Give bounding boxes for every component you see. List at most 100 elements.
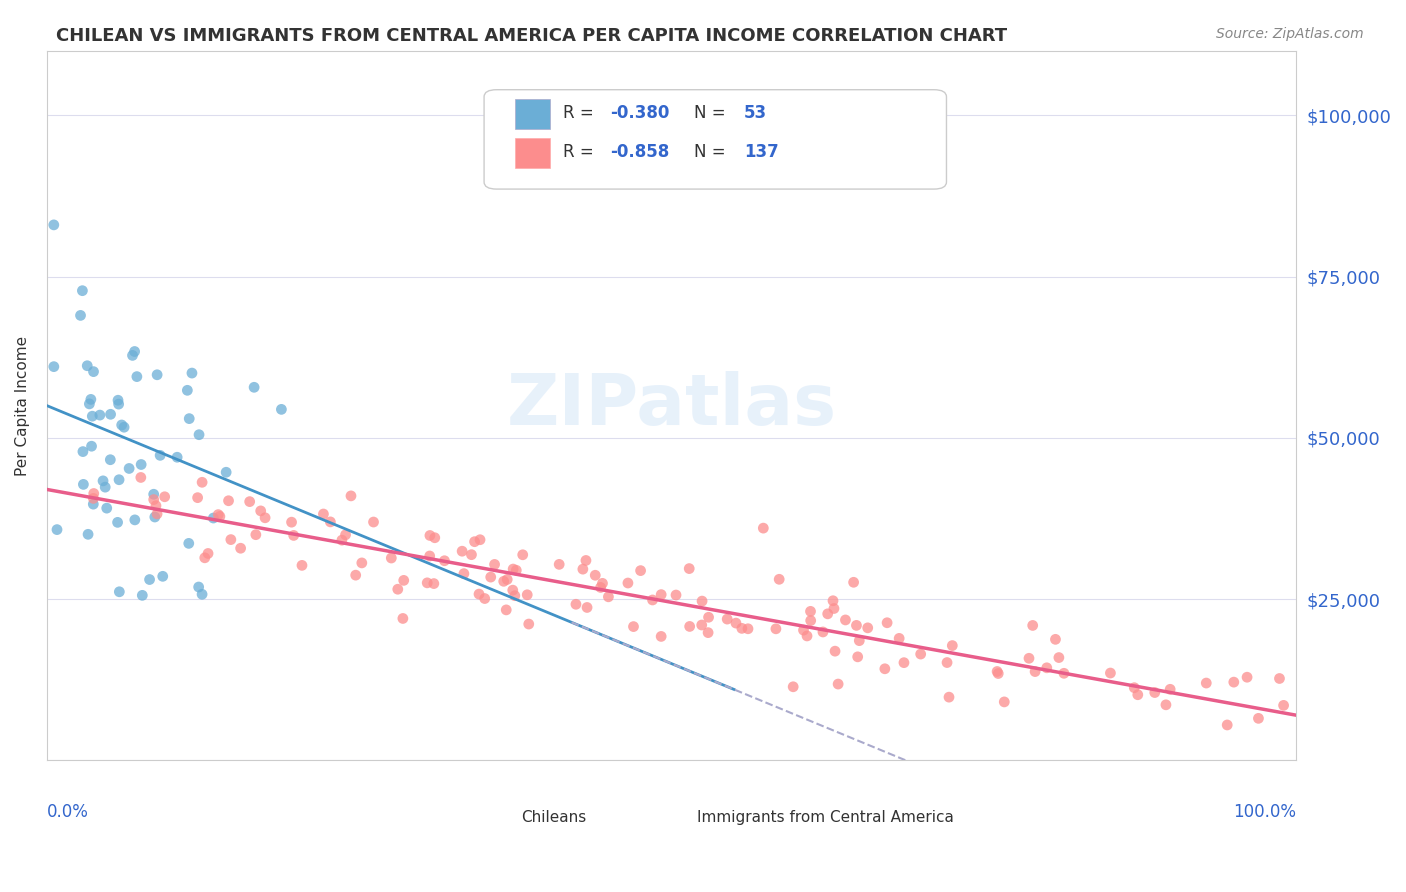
Point — [479, 570, 502, 584]
Point — [219, 533, 242, 547]
Point — [846, 649, 869, 664]
Point — [143, 510, 166, 524]
Point — [617, 576, 640, 591]
Point — [340, 489, 363, 503]
Point — [188, 427, 211, 442]
Point — [724, 616, 747, 631]
Point — [484, 558, 506, 572]
Point — [697, 610, 720, 624]
Point — [1126, 688, 1149, 702]
Point — [1036, 661, 1059, 675]
Point — [1143, 685, 1166, 699]
Text: 100.0%: 100.0% — [1233, 803, 1296, 821]
Y-axis label: Per Capita Income: Per Capita Income — [15, 335, 30, 475]
Point — [938, 690, 960, 705]
Point — [129, 458, 152, 472]
Point — [243, 380, 266, 394]
Point — [768, 572, 790, 586]
Point — [630, 564, 652, 578]
Point — [330, 533, 353, 548]
Point — [131, 588, 153, 602]
Point — [191, 587, 214, 601]
Point — [433, 554, 456, 568]
Point — [179, 411, 201, 425]
Point — [83, 365, 105, 379]
Point — [96, 501, 118, 516]
Text: 0.0%: 0.0% — [46, 803, 89, 821]
Point — [876, 615, 898, 630]
Point — [194, 550, 217, 565]
Point — [249, 504, 271, 518]
Point — [641, 593, 664, 607]
Point — [416, 575, 439, 590]
Point — [811, 624, 834, 639]
Point — [823, 601, 845, 615]
Point — [697, 625, 720, 640]
Point — [91, 474, 114, 488]
Point — [1047, 650, 1070, 665]
Point — [82, 491, 104, 506]
Point — [502, 583, 524, 598]
Point — [270, 402, 292, 417]
Point — [1272, 698, 1295, 713]
Point — [202, 511, 225, 525]
Point — [46, 523, 69, 537]
Point — [987, 666, 1010, 681]
Point — [111, 417, 134, 432]
Point — [731, 621, 754, 635]
Point — [191, 475, 214, 490]
Point — [792, 623, 814, 637]
Point — [312, 507, 335, 521]
Point — [1247, 711, 1270, 725]
Point — [796, 629, 818, 643]
Point — [1053, 666, 1076, 681]
Point — [107, 516, 129, 530]
Point — [474, 591, 496, 606]
Point — [146, 368, 169, 382]
Point — [665, 588, 688, 602]
Point — [936, 656, 959, 670]
FancyBboxPatch shape — [484, 90, 946, 189]
Point — [125, 369, 148, 384]
Point — [848, 633, 870, 648]
Point — [464, 534, 486, 549]
Point — [752, 521, 775, 535]
Point — [280, 515, 302, 529]
Point — [291, 558, 314, 573]
Point — [650, 588, 672, 602]
Point — [910, 647, 932, 661]
Point — [335, 528, 357, 542]
Point — [993, 695, 1015, 709]
Point — [505, 563, 527, 577]
Text: 53: 53 — [744, 104, 768, 122]
Point — [69, 309, 91, 323]
Point — [149, 448, 172, 462]
Text: Source: ZipAtlas.com: Source: ZipAtlas.com — [1216, 27, 1364, 41]
Point — [1223, 675, 1246, 690]
Point — [1268, 672, 1291, 686]
Point — [77, 527, 100, 541]
Point — [576, 600, 599, 615]
Point — [592, 576, 614, 591]
Point — [283, 528, 305, 542]
Text: -0.858: -0.858 — [610, 144, 669, 161]
Point — [82, 409, 104, 424]
Point — [363, 515, 385, 529]
Point — [187, 491, 209, 505]
Point — [598, 590, 620, 604]
Point — [142, 492, 165, 507]
Point — [1018, 651, 1040, 665]
Point — [83, 486, 105, 500]
Point — [873, 662, 896, 676]
Text: -0.380: -0.380 — [610, 104, 669, 122]
Point — [800, 614, 823, 628]
Point — [108, 584, 131, 599]
Point — [215, 465, 238, 479]
Point — [1195, 676, 1218, 690]
Point — [451, 544, 474, 558]
Point — [1024, 665, 1046, 679]
Point — [583, 568, 606, 582]
Point — [124, 344, 146, 359]
Point — [146, 507, 169, 521]
Point — [82, 497, 104, 511]
